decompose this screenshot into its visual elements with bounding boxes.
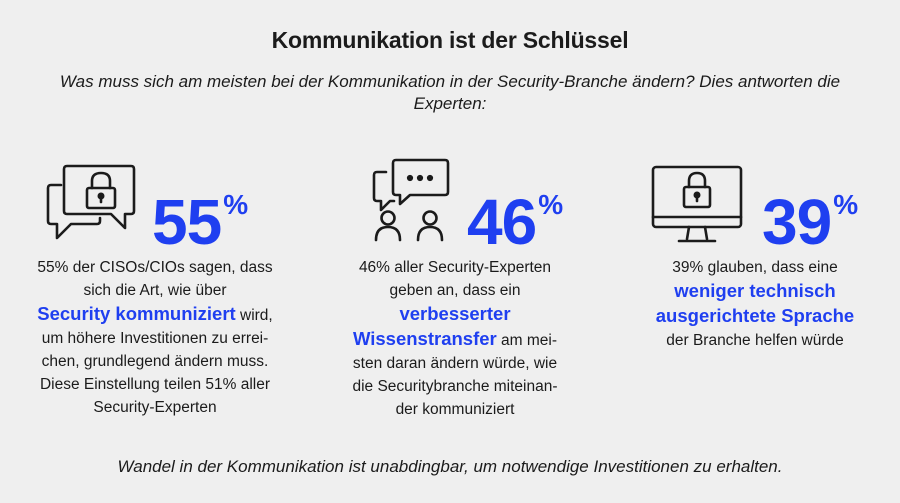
desc-text: wird, xyxy=(235,307,273,324)
desc-line: Security kommuniziert wird, xyxy=(15,302,295,327)
desc-text: am mei- xyxy=(496,332,558,349)
desc-highlight: weniger technisch xyxy=(674,280,836,301)
desc-line: geben an, dass ein xyxy=(389,282,521,299)
stat-description-1: 55% der CISOs/CIOs sagen, dass sich die … xyxy=(15,256,295,419)
desc-line: ausgerichtete Sprache xyxy=(625,304,885,329)
desc-line: weniger technisch xyxy=(625,279,885,304)
stat-number: 39 xyxy=(762,186,832,258)
stat-value-3: 39% xyxy=(762,190,858,254)
stat-value-2: 46% xyxy=(467,190,563,254)
desc-line: Diese Einstellung teilen 51% aller xyxy=(39,376,271,393)
stat-number: 46 xyxy=(467,186,537,258)
stat-number: 55 xyxy=(152,186,222,258)
desc-line: chen, grundlegend ändern muss. xyxy=(41,353,269,370)
page-title: Kommunikation ist der Schlüssel xyxy=(271,27,629,53)
percent-sign: % xyxy=(833,189,859,220)
desc-highlight: verbesserter xyxy=(399,303,511,324)
percent-sign: % xyxy=(223,189,249,220)
percent-sign: % xyxy=(538,189,564,220)
desc-line: sten daran ändern würde, wie xyxy=(352,355,558,372)
monitor-lock-icon xyxy=(651,165,743,243)
desc-line: der kommuniziert xyxy=(395,401,515,418)
desc-line: Wissenstransfer am mei- xyxy=(320,327,590,352)
desc-line: 55% der CISOs/CIOs sagen, dass xyxy=(37,259,273,276)
people-chat-icon xyxy=(372,158,450,242)
stat-description-3: 39% glauben, dass eine weniger technisch… xyxy=(625,256,885,352)
desc-highlight: Wissenstransfer xyxy=(352,328,497,349)
desc-line: um höhere Investitionen zu errei- xyxy=(41,330,269,347)
desc-line: der Branche helfen würde xyxy=(666,332,844,349)
desc-highlight: ausgerichtete Sprache xyxy=(655,305,855,326)
desc-highlight: Security kommuniziert xyxy=(37,303,236,324)
desc-line: sich die Art, wie über xyxy=(83,282,227,299)
desc-line: 39% glauben, dass eine xyxy=(672,259,838,276)
stat-value-1: 55% xyxy=(152,190,248,254)
desc-line: 46% aller Security-Experten xyxy=(358,259,552,276)
page-subtitle: Was muss sich am meisten bei der Kommuni… xyxy=(59,72,841,113)
footer-note: Wandel in der Kommunikation ist unabding… xyxy=(117,457,783,476)
desc-line: Security-Experten xyxy=(93,399,217,416)
desc-line: verbesserter xyxy=(320,302,590,327)
desc-line: die Securitybranche miteinan- xyxy=(352,378,558,395)
stat-description-2: 46% aller Security-Experten geben an, da… xyxy=(320,256,590,421)
chat-lock-icon xyxy=(46,164,136,240)
